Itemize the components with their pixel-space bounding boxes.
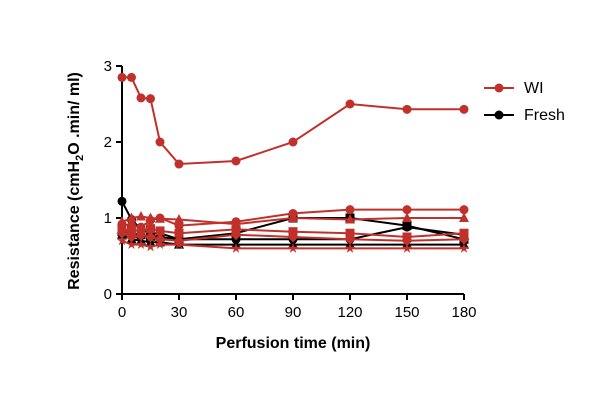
data-point xyxy=(344,242,356,253)
x-tick-label: 120 xyxy=(337,304,362,321)
y-tick-label: 3 xyxy=(104,58,112,75)
data-point xyxy=(345,228,355,238)
y-axis-title-part1: Resistance (cmH xyxy=(66,161,83,290)
series-wi xyxy=(117,72,469,169)
data-point xyxy=(135,229,147,241)
y-ticks: 0 1 2 3 xyxy=(104,58,122,303)
legend: WI Fresh xyxy=(484,80,565,124)
data-point xyxy=(155,213,165,223)
data-point xyxy=(145,212,156,222)
data-point xyxy=(458,233,470,245)
x-tick-label: 30 xyxy=(171,304,188,321)
y-tick-label: 1 xyxy=(104,210,112,227)
data-point xyxy=(155,226,165,236)
y-axis-title-part2: O .min/ ml) xyxy=(66,72,83,155)
data-point xyxy=(127,72,136,82)
x-tick-label: 90 xyxy=(285,304,302,321)
data-point xyxy=(174,159,184,169)
data-point xyxy=(173,239,185,250)
series-line xyxy=(122,76,464,166)
data-point xyxy=(459,212,469,222)
data-point xyxy=(287,231,299,243)
data-point xyxy=(136,210,146,221)
data-point xyxy=(402,205,412,215)
data-point xyxy=(136,93,146,103)
data-point xyxy=(401,242,413,253)
data-point xyxy=(402,212,412,222)
legend-wi-marker xyxy=(494,83,504,93)
data-point xyxy=(230,229,242,241)
data-point xyxy=(459,228,469,238)
data-point xyxy=(145,241,156,252)
data-point xyxy=(126,231,137,243)
data-point xyxy=(126,239,137,250)
legend-wi-label: WI xyxy=(524,80,544,97)
x-tick-label: 60 xyxy=(228,304,245,321)
series-wi xyxy=(117,210,469,229)
y-tick-label: 0 xyxy=(104,286,112,303)
x-tick-label: 150 xyxy=(394,304,419,321)
legend-fresh-label: Fresh xyxy=(524,107,565,124)
data-point xyxy=(116,235,128,246)
data-point xyxy=(459,205,469,215)
series-wi xyxy=(116,235,470,253)
data-point xyxy=(402,104,412,114)
data-point xyxy=(116,227,128,239)
series-layer xyxy=(116,72,470,253)
data-point xyxy=(231,156,241,166)
x-ticks: 0 30 60 90 120 150 180 xyxy=(118,294,477,321)
data-point xyxy=(288,137,298,147)
data-point xyxy=(155,137,165,147)
data-point xyxy=(154,239,166,250)
legend-fresh-marker xyxy=(494,110,504,120)
data-point xyxy=(459,104,469,114)
data-point xyxy=(117,216,127,226)
legend-item-fresh: Fresh xyxy=(484,107,565,124)
data-point xyxy=(146,94,155,104)
data-point xyxy=(174,228,184,238)
data-point xyxy=(145,231,156,243)
data-point xyxy=(126,212,137,222)
x-tick-label: 180 xyxy=(451,304,476,321)
data-point xyxy=(287,242,299,253)
data-point xyxy=(117,196,127,206)
data-point xyxy=(344,233,356,245)
data-point xyxy=(458,242,470,253)
data-point xyxy=(174,214,184,224)
y-axis-title-subscript: 2 xyxy=(74,155,86,161)
data-point xyxy=(402,221,412,231)
data-point xyxy=(117,72,127,82)
data-point xyxy=(345,214,355,224)
y-tick-label: 2 xyxy=(104,134,112,151)
data-point xyxy=(345,205,355,215)
data-point xyxy=(288,212,298,222)
y-axis-title: Resistance (cmH2O .min/ ml) xyxy=(66,72,86,290)
x-tick-label: 0 xyxy=(118,304,126,321)
axes xyxy=(121,66,464,295)
data-point xyxy=(146,224,155,234)
data-point xyxy=(135,239,147,250)
data-point xyxy=(345,99,355,109)
data-point xyxy=(127,226,136,236)
legend-item-wi: WI xyxy=(484,80,544,97)
data-point xyxy=(230,242,242,253)
data-point xyxy=(401,235,413,247)
x-axis-title: Perfusion time (min) xyxy=(216,335,371,352)
